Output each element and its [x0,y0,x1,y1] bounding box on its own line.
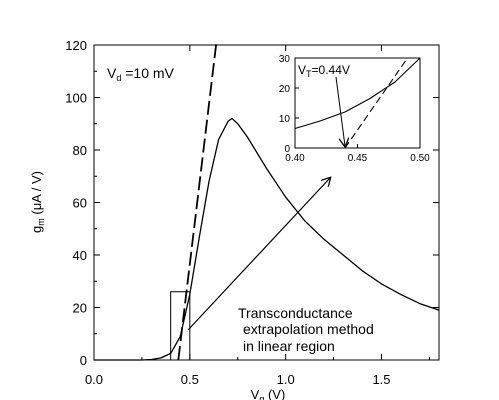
gm-curve [94,117,440,361]
inset-gm-curve [294,57,421,130]
x-axis-label: Vg (V) [251,387,286,400]
inset-background [288,56,422,148]
inset-x-tick-label: 0.45 [348,153,368,164]
linear-region-box [170,291,191,361]
vt-annotation: VT=0.44V [298,63,350,79]
inset-series-group [294,57,421,149]
vt-arrow [335,76,345,146]
y-tick-label: 40 [73,248,87,263]
x-tick-label: 0.0 [85,372,103,387]
y-tick-label: 120 [65,38,87,53]
main-series-group [94,39,440,361]
inset-x-tick-label: 0.50 [410,153,430,164]
method-annotation-line-1: Transconductance [238,305,353,321]
x-tick-label: 1.0 [277,372,295,387]
inset-x-tick-label: 0.40 [285,153,305,164]
method-annotation-line-3: in linear region [243,338,335,354]
extrapolation-line [177,39,218,361]
y-tick-label: 0 [80,353,87,368]
inset-y-tick-label: 30 [279,54,291,65]
y-tick-label: 100 [65,91,87,106]
inset-pointer-arrow [187,178,330,331]
x-tick-label: 1.5 [372,372,390,387]
vd-annotation: Vd =10 mV [107,65,175,83]
y-axis-label: gm (μA / V) [29,171,46,233]
x-tick-label: 0.5 [181,372,199,387]
inset-y-tick-label: 0 [284,144,290,155]
inset-axes-ticks: 0.40 0.45 0.50 0 10 20 30 [279,54,430,164]
inset-y-tick-label: 20 [279,84,291,95]
inset-y-tick-label: 10 [279,114,291,125]
inset-extrapolation-line [344,57,408,149]
y-tick-label: 80 [73,143,87,158]
method-annotation-line-2: extrapolation method [243,321,374,337]
y-tick-label: 20 [73,301,87,316]
y-tick-label: 60 [73,196,87,211]
